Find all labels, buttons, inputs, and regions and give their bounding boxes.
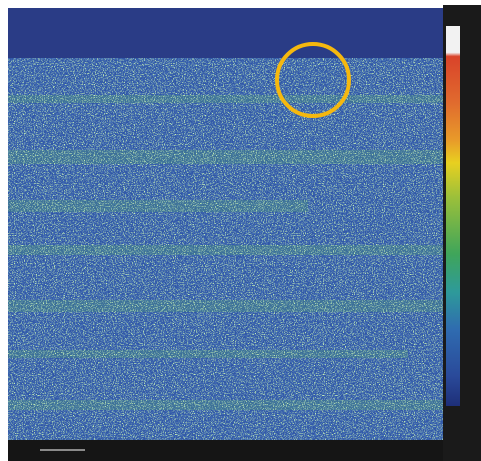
- scale-bar: [40, 449, 85, 451]
- page: [0, 0, 481, 461]
- top-band: [8, 8, 443, 58]
- colorbar: [446, 26, 460, 406]
- micrograph-view: [0, 0, 481, 461]
- speckles: [8, 58, 443, 440]
